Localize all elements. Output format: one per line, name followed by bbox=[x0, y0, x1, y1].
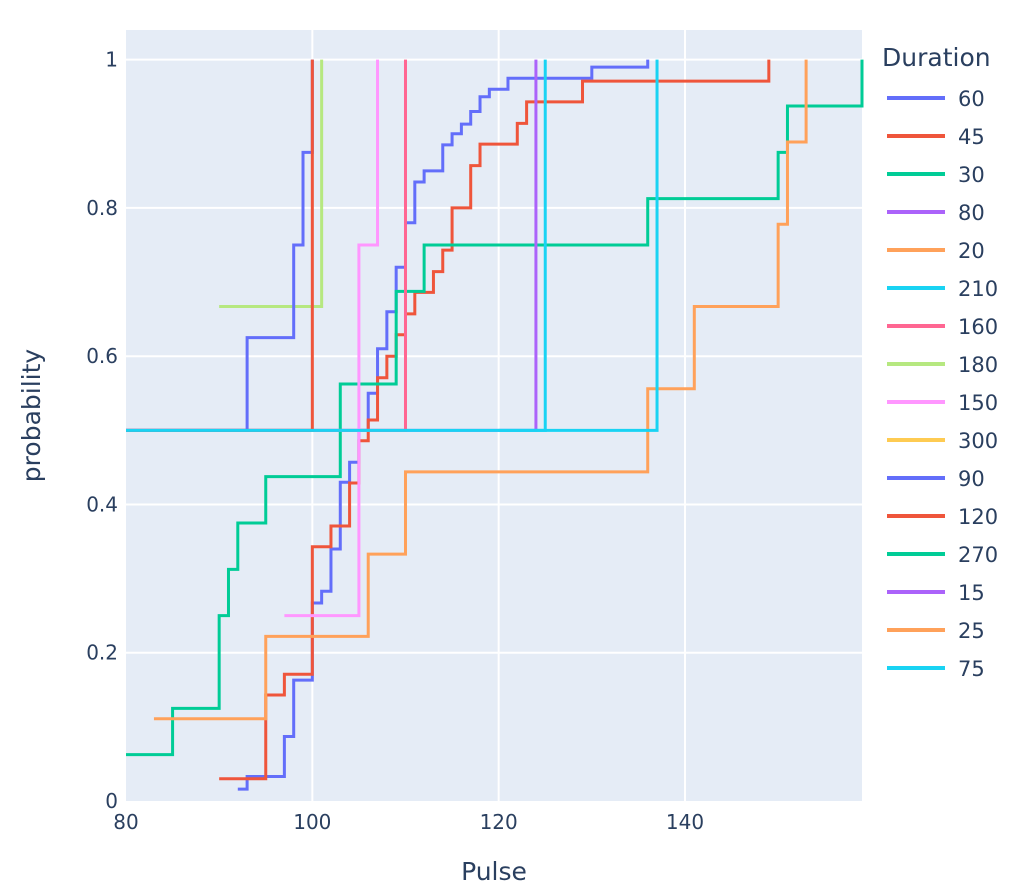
legend-title: Duration bbox=[882, 43, 991, 72]
y-tick-label: 1 bbox=[105, 48, 118, 72]
series-line-30 bbox=[126, 59, 864, 757]
legend-label: 150 bbox=[958, 391, 998, 415]
y-tick-label: 0.2 bbox=[86, 641, 118, 665]
legend-label: 120 bbox=[958, 505, 998, 529]
legend-label: 210 bbox=[958, 277, 998, 301]
legend-label: 60 bbox=[958, 87, 985, 111]
series-line-20 bbox=[153, 59, 808, 721]
legend-label: 300 bbox=[958, 429, 998, 453]
legend-item-300[interactable]: 300 bbox=[887, 429, 998, 453]
y-tick-label: 0.8 bbox=[86, 196, 118, 220]
legend-item-20[interactable]: 20 bbox=[887, 239, 985, 263]
series-line-210 bbox=[498, 59, 659, 432]
legend-item-45[interactable]: 45 bbox=[887, 125, 985, 149]
x-tick-label: 120 bbox=[480, 810, 518, 834]
legend-item-160[interactable]: 160 bbox=[887, 315, 998, 339]
legend-label: 15 bbox=[958, 581, 985, 605]
legend-item-30[interactable]: 30 bbox=[887, 163, 985, 187]
x-axis-title: Pulse bbox=[461, 857, 527, 886]
plot-area-background bbox=[126, 30, 862, 801]
y-tick-label: 0.6 bbox=[86, 344, 118, 368]
legend-item-15[interactable]: 15 bbox=[887, 581, 985, 605]
legend-label: 80 bbox=[958, 201, 985, 225]
legend-item-75[interactable]: 75 bbox=[887, 657, 985, 681]
x-axis-ticks: 80 100 120 140 bbox=[113, 810, 704, 834]
legend-item-80[interactable]: 80 bbox=[887, 201, 985, 225]
legend-label: 45 bbox=[958, 125, 985, 149]
series-layer bbox=[126, 59, 864, 791]
legend-item-150[interactable]: 150 bbox=[887, 391, 998, 415]
legend-item-270[interactable]: 270 bbox=[887, 543, 998, 567]
legend-item-25[interactable]: 25 bbox=[887, 619, 985, 643]
legend-label: 270 bbox=[958, 543, 998, 567]
legend[interactable]: 60 45 30 80 20 210 160 180 150 300 90 120 270 15 25 75 bbox=[887, 87, 998, 681]
series-line-75 bbox=[126, 59, 547, 432]
legend-label: 25 bbox=[958, 619, 985, 643]
series-line-150 bbox=[284, 59, 380, 618]
y-axis-title: probability bbox=[17, 349, 46, 483]
y-tick-label: 0 bbox=[105, 789, 118, 813]
series-line-180 bbox=[219, 59, 324, 309]
y-tick-label: 0.4 bbox=[86, 492, 118, 516]
legend-item-120[interactable]: 120 bbox=[887, 505, 998, 529]
legend-label: 90 bbox=[958, 467, 985, 491]
legend-item-210[interactable]: 210 bbox=[887, 277, 998, 301]
y-axis-ticks: 0 0.2 0.4 0.6 0.8 1 bbox=[86, 48, 118, 813]
x-tick-label: 100 bbox=[293, 810, 331, 834]
legend-label: 30 bbox=[958, 163, 985, 187]
x-tick-label: 80 bbox=[113, 810, 138, 834]
legend-item-180[interactable]: 180 bbox=[887, 353, 998, 377]
legend-label: 20 bbox=[958, 239, 985, 263]
legend-label: 180 bbox=[958, 353, 998, 377]
legend-label: 75 bbox=[958, 657, 985, 681]
legend-item-90[interactable]: 90 bbox=[887, 467, 985, 491]
legend-label: 160 bbox=[958, 315, 998, 339]
x-tick-label: 140 bbox=[666, 810, 704, 834]
legend-item-60[interactable]: 60 bbox=[887, 87, 985, 111]
